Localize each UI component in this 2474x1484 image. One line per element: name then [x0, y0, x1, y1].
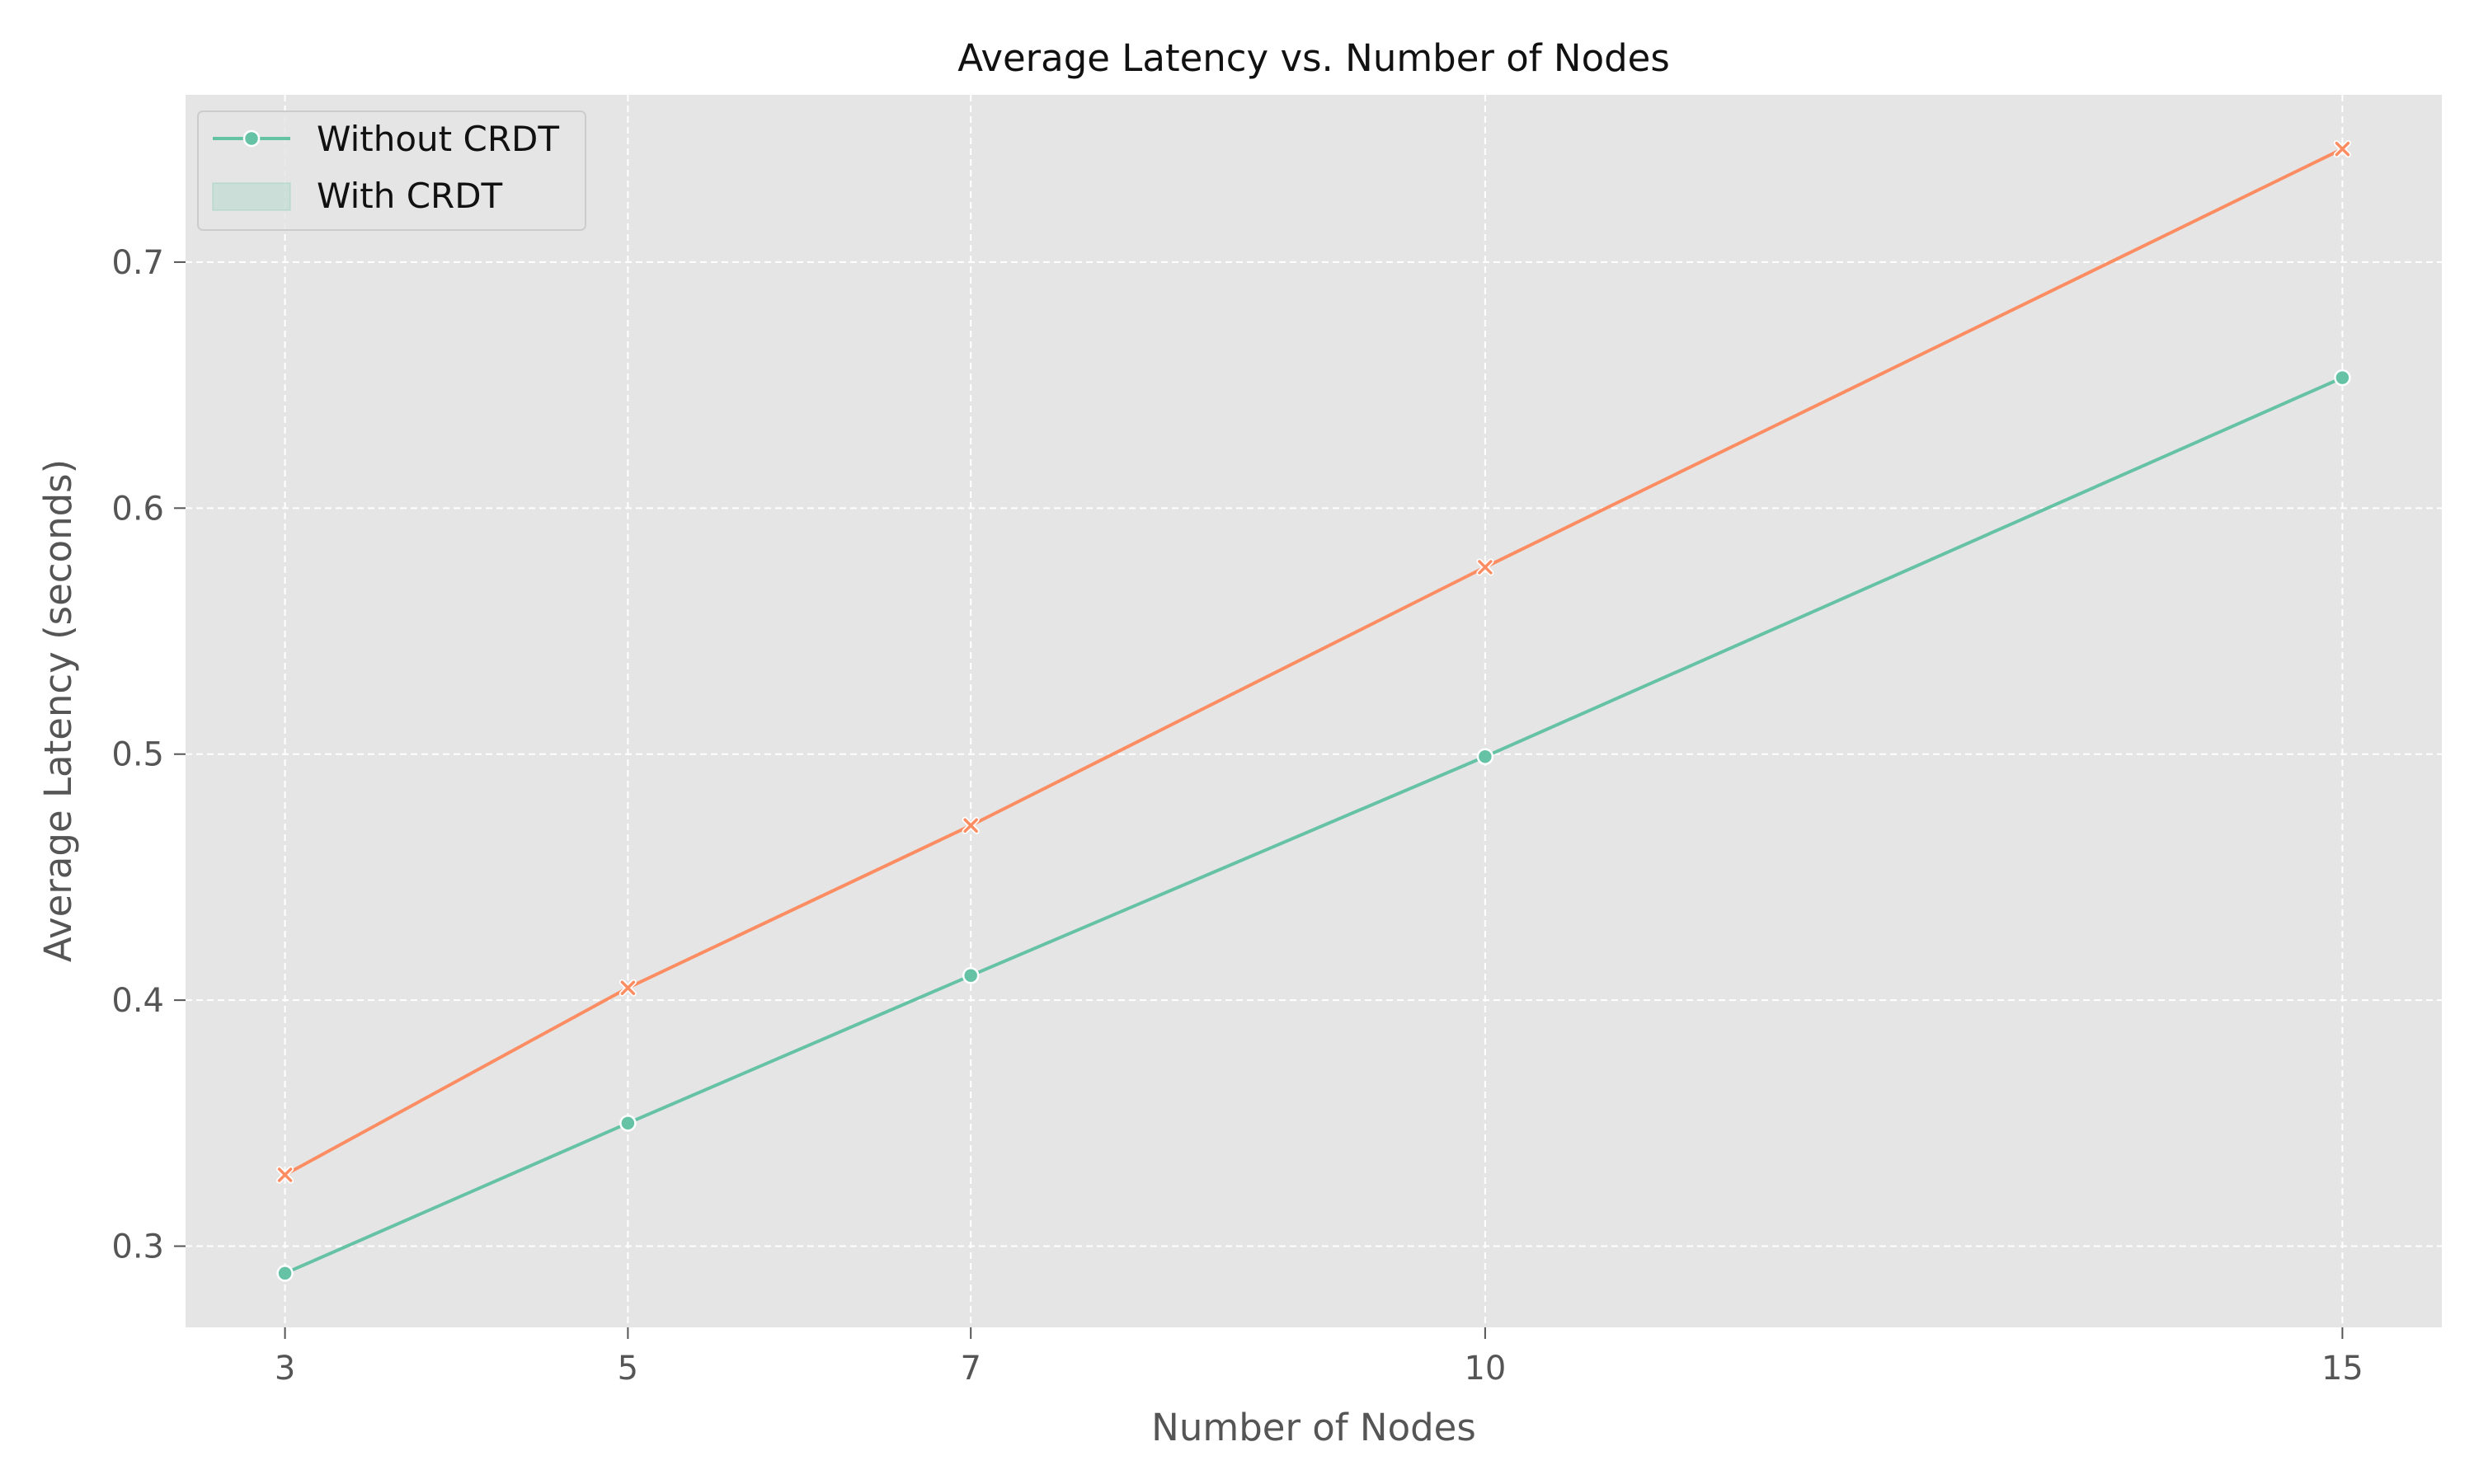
data-point — [962, 967, 980, 984]
y-axis: 0.3 0.4 0.5 0.6 0.7 — [111, 244, 186, 1266]
data-point-cross — [1478, 560, 1493, 575]
x-tick-label: 3 — [275, 1350, 295, 1388]
data-point — [962, 816, 980, 834]
x-axis: 3 5 7 10 15 — [275, 1327, 2363, 1388]
legend-label-without-crdt: Without CRDT — [317, 119, 559, 159]
x-tick-label: 10 — [1464, 1350, 1506, 1388]
data-point-cross — [2335, 141, 2350, 157]
legend: Without CRDT With CRDT — [197, 110, 586, 231]
y-tick-label: 0.6 — [111, 490, 164, 528]
legend-label-with-crdt: With CRDT — [317, 176, 503, 216]
data-point — [1476, 748, 1494, 765]
y-tick-label: 0.5 — [111, 736, 164, 774]
grid-lines — [186, 95, 2442, 1327]
data-point — [2334, 369, 2351, 387]
legend-patch-with-crdt — [212, 182, 291, 211]
data-point — [1476, 558, 1494, 576]
x-axis-label: Number of Nodes — [1151, 1406, 1476, 1449]
data-point — [276, 1265, 294, 1282]
data-point — [619, 1115, 637, 1132]
series-with-crdt — [276, 140, 2351, 1184]
data-point-cross — [620, 980, 636, 995]
data-point-cross — [277, 1167, 293, 1182]
plot-area — [186, 95, 2442, 1327]
x-tick-label: 15 — [2321, 1350, 2363, 1388]
y-tick-label: 0.4 — [111, 982, 164, 1020]
chart-title: Average Latency vs. Number of Nodes — [957, 36, 1670, 80]
x-tick-label: 5 — [618, 1350, 638, 1388]
legend-marker-without-crdt — [242, 129, 261, 148]
legend-box — [197, 110, 586, 231]
data-point — [276, 1166, 294, 1184]
series-without-crdt — [276, 369, 2351, 1282]
y-tick-label: 0.3 — [111, 1228, 164, 1266]
series-layer — [276, 140, 2351, 1282]
data-point-cross — [963, 818, 978, 834]
y-axis-label: Average Latency (seconds) — [36, 459, 80, 962]
y-tick-label: 0.7 — [111, 244, 164, 282]
data-point — [2333, 140, 2351, 158]
x-tick-label: 7 — [960, 1350, 981, 1388]
data-point — [618, 979, 637, 997]
